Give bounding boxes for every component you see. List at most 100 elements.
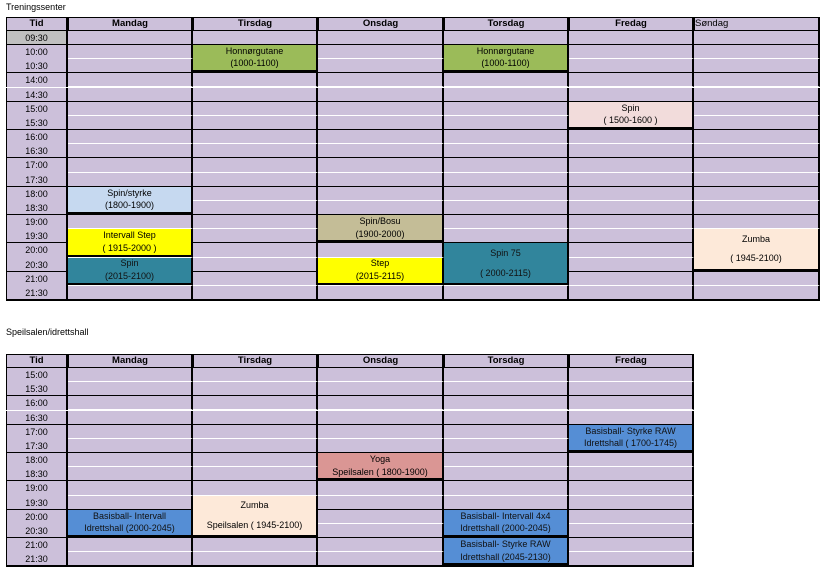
grid-cell [318,523,444,539]
time-cell: 18:30 [6,467,68,482]
grid-cell [569,186,694,201]
grid-cell [68,31,193,45]
time-cell: 17:00 [6,158,68,173]
grid-cell [694,172,820,187]
grid-cell [444,200,569,216]
event-label: (2015-2115) [355,271,405,282]
grid-cell [193,215,318,230]
grid-cell [694,130,820,145]
grid-cell [694,31,820,45]
time-cell: 20:00 [6,509,68,524]
column-header-5: Fredag [569,17,694,31]
event-block: Basisball- Intervall 4x4 Idrettshall (200… [444,509,569,538]
grid-cell [694,115,820,130]
grid-cell [569,396,694,411]
event-label: Speilsalen ( 1800-1900) [332,466,428,477]
grid-cell [318,186,444,201]
grid-cell [444,158,569,173]
event-label: (1000-1100) [481,58,530,69]
grid-cell [318,438,444,453]
grid-cell [68,87,193,102]
grid-cell [444,101,569,116]
grid-cell [68,382,193,397]
grid-cell [68,368,193,383]
grid-cell [318,158,444,173]
grid-cell [193,101,318,116]
grid-cell [318,101,444,116]
grid-cell [694,285,820,301]
column-header-3: Onsdag [318,17,444,31]
column-header-4: Torsdag [444,17,569,31]
grid-cell [444,382,569,397]
grid-cell [694,271,820,286]
column-header-1: Mandag [68,354,193,368]
grid-cell [569,523,694,539]
grid-cell [318,509,444,524]
grid-cell [193,200,318,216]
event-label: Spin/styrke [107,187,152,198]
column-header-0: Tid [6,17,68,31]
event-label: Zumba [741,233,770,244]
grid-cell [68,130,193,145]
grid-cell [68,59,193,74]
event-label: Idrettshall (2000-2045) [460,523,551,534]
time-cell: 15:00 [6,368,68,383]
time-cell: 15:00 [6,101,68,116]
time-cell: 09:30 [6,31,68,45]
event-label: ( 1945-2100) [730,253,782,264]
grid-cell [444,73,569,88]
grid-cell [694,87,820,102]
grid-cell [318,285,444,301]
grid-cell [193,285,318,301]
event-block: Step (2015-2115) [318,257,444,285]
grid-cell [694,144,820,159]
grid-cell [569,158,694,173]
grid-cell [444,31,569,45]
grid-cell [318,87,444,102]
grid-cell [193,368,318,383]
grid-cell [68,481,193,496]
event-label: Idrettshall (2045-2130) [460,551,551,562]
event-label: ( 1500-1600 ) [603,115,658,126]
grid-cell [318,115,444,130]
grid-cell [193,453,318,468]
time-cell: 15:30 [6,115,68,130]
time-cell: 16:30 [6,410,68,425]
event-block: Spin/Bosu (1900-2000) [318,215,444,243]
event-label: Step [370,258,390,269]
time-cell: 19:30 [6,229,68,244]
grid-cell [318,144,444,159]
column-header-4: Torsdag [444,354,569,368]
grid-cell [569,45,694,60]
event-block: Spin ( 1500-1600 ) [569,101,694,129]
event-label: Idrettshall (2000-2045) [84,523,175,534]
grid-cell [444,115,569,130]
grid-cell [694,73,820,88]
column-header-1: Mandag [68,17,193,31]
grid-cell [694,158,820,173]
grid-cell [68,172,193,187]
grid-cell [694,45,820,60]
event-label: (1000-1100) [230,58,279,69]
grid-cell [318,382,444,397]
grid-cell [444,229,569,244]
grid-cell [68,144,193,159]
grid-cell [569,271,694,286]
grid-cell [68,495,193,510]
column-header-2: Tirsdag [193,354,318,368]
event-label: Basisball- Intervall [92,510,167,521]
grid-cell [444,438,569,453]
event-block: Basisball- Styrke RAW Idrettshall ( 1700-… [569,424,694,452]
event-label: Basisball- Styrke RAW [585,425,676,436]
event-block: Spin (2015-2100) [68,257,193,285]
time-cell: 14:30 [6,87,68,102]
grid-cell [318,495,444,510]
grid-cell [68,73,193,88]
event-block: Spin/styrke (1800-1900) [68,186,193,215]
grid-cell [318,410,444,425]
grid-cell [68,158,193,173]
event-label: Spin [621,102,640,113]
grid-cell [318,45,444,60]
grid-cell [318,172,444,187]
grid-cell [68,285,193,301]
